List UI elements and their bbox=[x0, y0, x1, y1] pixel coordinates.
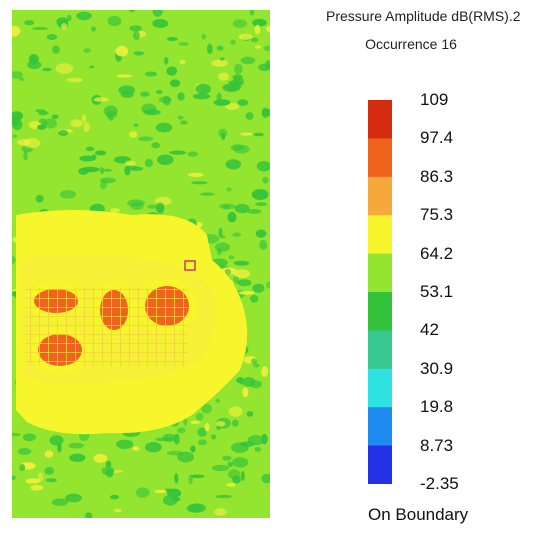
scale-swatch bbox=[368, 292, 392, 331]
grid-mesh bbox=[26, 288, 188, 366]
boundary-label: On Boundary bbox=[368, 505, 469, 524]
scale-tick-label: 97.4 bbox=[420, 128, 454, 148]
scale-tick-label: 64.2 bbox=[420, 243, 454, 263]
scale-tick-label: 86.3 bbox=[420, 166, 454, 186]
scale-swatch bbox=[368, 368, 392, 408]
scale-swatch bbox=[368, 176, 392, 216]
scale-tick-label: 30.9 bbox=[420, 358, 454, 378]
chart-subtitle: Occurrence 16 bbox=[365, 36, 457, 52]
scale-tick-label: 109 bbox=[420, 90, 449, 109]
scale-swatch bbox=[368, 445, 392, 484]
scale-swatch bbox=[368, 253, 392, 293]
probe-marker[interactable] bbox=[184, 260, 196, 271]
scale-tick-label: 19.8 bbox=[420, 397, 454, 417]
scale-tick-label: -2.35 bbox=[420, 474, 459, 493]
scale-tick-label: 53.1 bbox=[420, 282, 454, 301]
color-scale bbox=[368, 100, 392, 484]
scale-swatch bbox=[368, 215, 392, 255]
scale-swatch bbox=[368, 138, 392, 178]
scale-swatch bbox=[368, 330, 392, 370]
scale-tick-label: 42 bbox=[420, 320, 439, 340]
contour-plot bbox=[12, 10, 270, 518]
scale-swatch bbox=[368, 407, 392, 447]
scale-swatch bbox=[368, 100, 392, 139]
chart-title: Pressure Amplitude dB(RMS).2 bbox=[326, 8, 521, 24]
scale-tick-label: 75.3 bbox=[420, 205, 454, 225]
scale-tick-label: 8.73 bbox=[420, 435, 454, 455]
